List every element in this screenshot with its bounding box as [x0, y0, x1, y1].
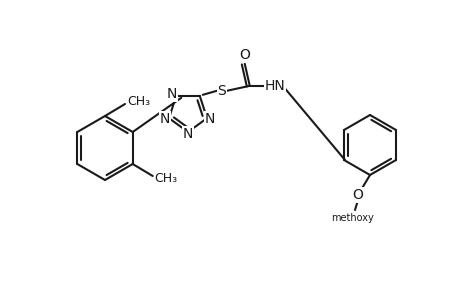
- Text: O: O: [239, 48, 250, 62]
- Text: methoxy: methoxy: [331, 213, 374, 223]
- Text: CH₃: CH₃: [127, 94, 150, 107]
- Text: N: N: [167, 87, 177, 101]
- Text: CH₃: CH₃: [154, 172, 178, 185]
- Text: O: O: [352, 188, 363, 202]
- Text: N: N: [182, 127, 193, 141]
- Text: HN: HN: [264, 79, 285, 93]
- Text: N: N: [204, 112, 215, 126]
- Text: N: N: [159, 112, 170, 126]
- Text: S: S: [217, 84, 226, 98]
